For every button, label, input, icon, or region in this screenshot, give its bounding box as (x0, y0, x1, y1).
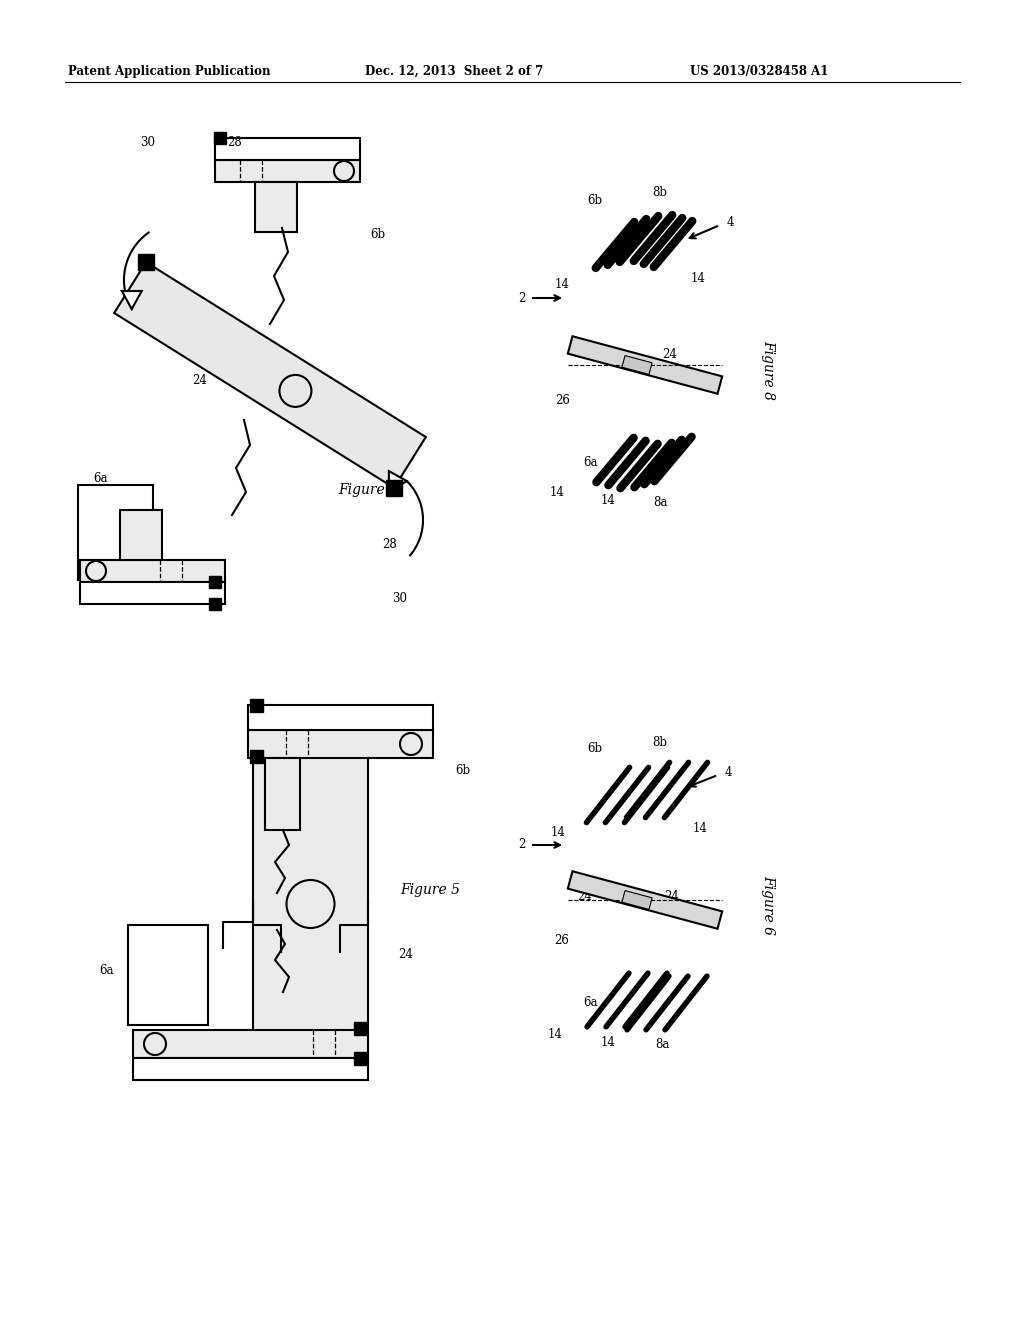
Text: 8a: 8a (653, 495, 668, 508)
Bar (133, 1030, 368, 1059)
Bar (215, 139, 360, 160)
Text: 6b: 6b (588, 194, 602, 206)
Text: 4: 4 (724, 766, 732, 779)
Text: 24: 24 (663, 348, 678, 362)
Text: US 2013/0328458 A1: US 2013/0328458 A1 (690, 65, 828, 78)
Text: 14: 14 (551, 825, 565, 838)
Text: 6a: 6a (583, 995, 597, 1008)
Polygon shape (389, 471, 407, 491)
Text: 6a: 6a (93, 471, 108, 484)
Polygon shape (568, 337, 722, 393)
Text: 28: 28 (227, 136, 243, 149)
Text: 30: 30 (392, 591, 408, 605)
Text: 28: 28 (383, 539, 397, 552)
Bar (353, 1022, 367, 1035)
Text: 8b: 8b (652, 186, 668, 199)
Text: 14: 14 (550, 487, 564, 499)
Text: Patent Application Publication: Patent Application Publication (68, 65, 270, 78)
Bar (265, 758, 300, 830)
Bar (253, 730, 368, 1059)
Text: Dec. 12, 2013  Sheet 2 of 7: Dec. 12, 2013 Sheet 2 of 7 (365, 65, 544, 78)
Text: 24: 24 (578, 891, 593, 903)
Polygon shape (122, 290, 141, 309)
Bar (255, 182, 297, 232)
Circle shape (280, 375, 311, 407)
Text: 26: 26 (555, 933, 569, 946)
Text: Figure 5: Figure 5 (400, 883, 460, 898)
Text: 2: 2 (518, 838, 525, 851)
Circle shape (334, 161, 354, 181)
Circle shape (144, 1034, 166, 1055)
Bar (250, 698, 262, 711)
Text: 14: 14 (600, 494, 615, 507)
Circle shape (287, 880, 335, 928)
Text: 14: 14 (692, 821, 708, 834)
Text: 14: 14 (600, 1035, 615, 1048)
Text: 6b: 6b (456, 763, 471, 776)
Bar (133, 1059, 368, 1080)
Text: 8b: 8b (652, 735, 668, 748)
Circle shape (400, 733, 422, 755)
Bar (209, 576, 221, 587)
Text: 6b: 6b (588, 742, 602, 755)
Bar (80, 582, 225, 605)
Text: 14: 14 (555, 279, 569, 292)
Bar (214, 132, 226, 144)
Text: Figure 6: Figure 6 (761, 875, 775, 935)
Text: 24: 24 (398, 948, 414, 961)
Text: 14: 14 (690, 272, 706, 285)
Bar (248, 705, 433, 730)
Bar (248, 730, 433, 758)
Text: 24: 24 (665, 891, 680, 903)
Polygon shape (568, 871, 722, 929)
Text: 14: 14 (548, 1028, 562, 1041)
Text: Figure 7: Figure 7 (338, 483, 398, 498)
Text: 4: 4 (726, 215, 734, 228)
Polygon shape (622, 891, 652, 909)
Bar (215, 160, 360, 182)
Text: 24: 24 (193, 374, 208, 387)
Text: 26: 26 (556, 393, 570, 407)
Bar (353, 1052, 367, 1064)
Text: 24: 24 (578, 348, 593, 362)
Circle shape (86, 561, 106, 581)
Bar (128, 925, 208, 1026)
Text: 8a: 8a (654, 1039, 670, 1052)
Bar (78, 484, 153, 579)
Bar (80, 560, 225, 582)
Polygon shape (114, 263, 426, 488)
Text: 6a: 6a (583, 455, 597, 469)
Text: Figure 8: Figure 8 (761, 341, 775, 400)
Bar (209, 598, 221, 610)
Bar (138, 255, 154, 271)
Bar (386, 480, 402, 496)
Text: 2: 2 (518, 292, 525, 305)
Text: 6a: 6a (98, 964, 114, 977)
Bar (120, 510, 162, 560)
Text: 6b: 6b (371, 228, 386, 242)
Polygon shape (622, 355, 652, 375)
Bar (250, 750, 262, 763)
Text: 30: 30 (140, 136, 156, 149)
